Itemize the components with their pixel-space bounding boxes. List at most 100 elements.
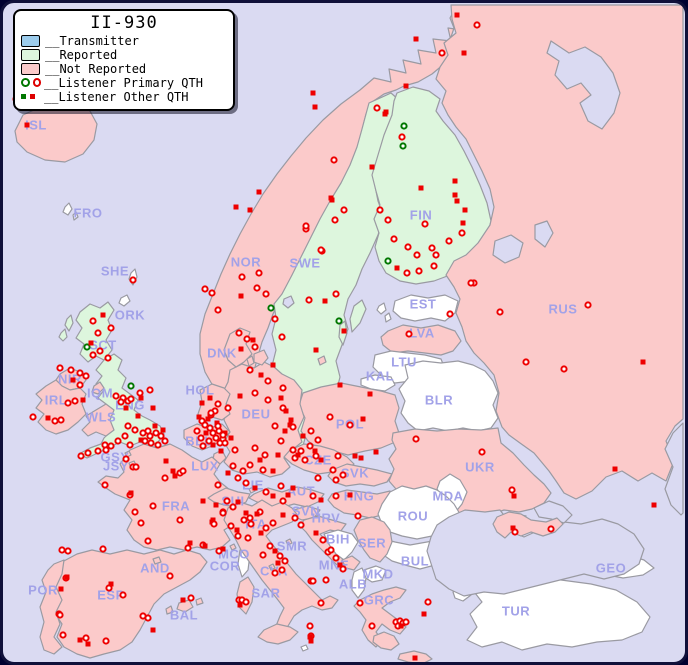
listener-primary-qth-marker: [246, 514, 254, 522]
listener-primary-qth-marker: [124, 422, 132, 430]
listener-other-qth-marker: [413, 36, 419, 42]
country-label-MKD: MKD: [362, 566, 393, 581]
reported-swatch: [21, 48, 40, 61]
listener-other-qth-marker: [210, 442, 216, 448]
country-russia: [435, 4, 684, 500]
listener-primary-qth-marker: [161, 437, 169, 445]
listener-other-qth-marker: [220, 546, 226, 552]
listener-primary-qth-marker: [56, 611, 64, 619]
listener-primary-qth-marker: [152, 429, 160, 437]
listener-other-qth-marker: [412, 655, 418, 661]
listener-primary-qth-marker: [309, 577, 317, 585]
listener-primary-qth-marker: [51, 417, 59, 425]
legend-row-not-reported: __Not Reported: [21, 62, 227, 76]
legend-row-primary-qth: __Listener Primary QTH: [21, 76, 227, 90]
listener-other-qth-marker: [452, 192, 458, 198]
listener-other-qth-marker: [135, 413, 141, 419]
listener-primary-qth-marker: [119, 591, 127, 599]
listener-other-qth-marker: [403, 83, 409, 89]
listener-primary-qth-marker: [413, 251, 421, 259]
country-label-DEU: DEU: [242, 406, 271, 421]
listener-other-qth-marker: [341, 328, 347, 334]
listener-primary-qth-marker: [179, 467, 187, 475]
listener-primary-qth-marker: [166, 572, 174, 580]
listener-primary-qth-marker: [302, 222, 310, 230]
listener-primary-qth-marker: [184, 544, 192, 552]
map-title: II-930: [90, 13, 158, 33]
listener-primary-qth-marker: [71, 397, 79, 405]
listener-other-qth-marker: [213, 502, 219, 508]
listener-primary-qth-marker: [415, 267, 423, 275]
listener-primary-qth-marker: [264, 377, 272, 385]
listener-other-qth-marker: [203, 430, 209, 436]
country-latvia: [380, 324, 462, 356]
listener-primary-qth-marker: [402, 618, 410, 626]
listener-primary-qth-marker: [201, 421, 209, 429]
listener-primary-qth-marker: [467, 279, 475, 287]
listener-primary-qth-marker: [107, 324, 115, 332]
listener-primary-qth-marker: [405, 330, 413, 338]
listener-other-qth-marker: [310, 90, 316, 96]
listener-primary-qth-marker: [259, 551, 267, 559]
other-qth-markers: [21, 94, 44, 99]
listener-other-qth-marker: [270, 468, 276, 474]
listener-other-qth-marker: [196, 414, 202, 420]
listener-primary-qth-marker: [278, 333, 286, 341]
listener-primary-qth-marker: [399, 142, 407, 150]
listener-primary-qth-marker: [332, 290, 340, 298]
listener-primary-qth-marker: [96, 347, 104, 355]
listener-primary-qth-marker: [229, 462, 237, 470]
listener-primary-qth-marker: [340, 206, 348, 214]
listener-other-qth-marker: [45, 415, 51, 421]
listener-primary-qth-marker: [289, 423, 297, 431]
listener-primary-qth-marker: [384, 257, 392, 265]
legend-label: __Listener Other QTH: [44, 89, 189, 104]
listener-primary-qth-marker: [101, 481, 109, 489]
listener-primary-qth-marker: [307, 427, 315, 435]
listener-other-qth-marker: [150, 405, 156, 411]
listener-other-qth-marker: [318, 497, 324, 503]
listener-other-qth-marker: [187, 540, 193, 546]
country-label-BLR: BLR: [425, 392, 453, 407]
not-reported-swatch: [21, 62, 40, 75]
listener-primary-qth-marker: [384, 216, 392, 224]
country-sicily: [257, 623, 299, 645]
listener-other-qth-marker: [250, 337, 256, 343]
listener-primary-qth-marker: [126, 441, 134, 449]
listener-primary-qth-marker: [207, 409, 215, 417]
listener-other-qth-marker: [382, 111, 388, 117]
listener-primary-qth-marker: [234, 474, 242, 482]
listener-other-qth-marker: [462, 207, 468, 213]
listener-other-qth-marker: [312, 104, 318, 110]
listener-other-qth-marker: [300, 433, 306, 439]
transmitter-swatch: [21, 34, 40, 47]
listener-primary-qth-marker: [276, 552, 284, 560]
listener-primary-qth-marker: [240, 516, 248, 524]
listener-other-qth-marker: [85, 641, 91, 647]
listener-other-qth-marker: [200, 498, 206, 504]
listener-primary-qth-marker: [208, 289, 216, 297]
listener-other-qth-marker: [64, 574, 70, 580]
country-peloponnese: [372, 631, 400, 651]
listener-primary-qth-marker: [231, 446, 239, 454]
listener-primary-qth-marker: [301, 456, 309, 464]
listener-other-qth-marker: [285, 492, 291, 498]
country-onega: [534, 220, 554, 248]
listener-other-qth-marker: [163, 458, 169, 464]
listener-primary-qth-marker: [251, 389, 259, 397]
listener-primary-qth-marker: [332, 476, 340, 484]
listener-primary-qth-marker: [319, 536, 327, 544]
listener-primary-qth-marker: [279, 384, 287, 392]
listener-other-qth-marker: [318, 457, 324, 463]
country-label-POR: POR: [28, 582, 58, 597]
listener-other-qth-marker: [307, 634, 313, 640]
listener-primary-qth-marker: [161, 474, 169, 482]
listener-primary-qth-marker: [224, 404, 232, 412]
listener-primary-qth-marker: [278, 566, 286, 574]
listener-primary-qth-marker: [428, 244, 436, 252]
listener-primary-qth-marker: [117, 398, 125, 406]
listener-primary-qth-marker: [219, 509, 227, 517]
listener-other-qth-marker: [461, 50, 467, 56]
listener-primary-qth-marker: [432, 251, 440, 259]
